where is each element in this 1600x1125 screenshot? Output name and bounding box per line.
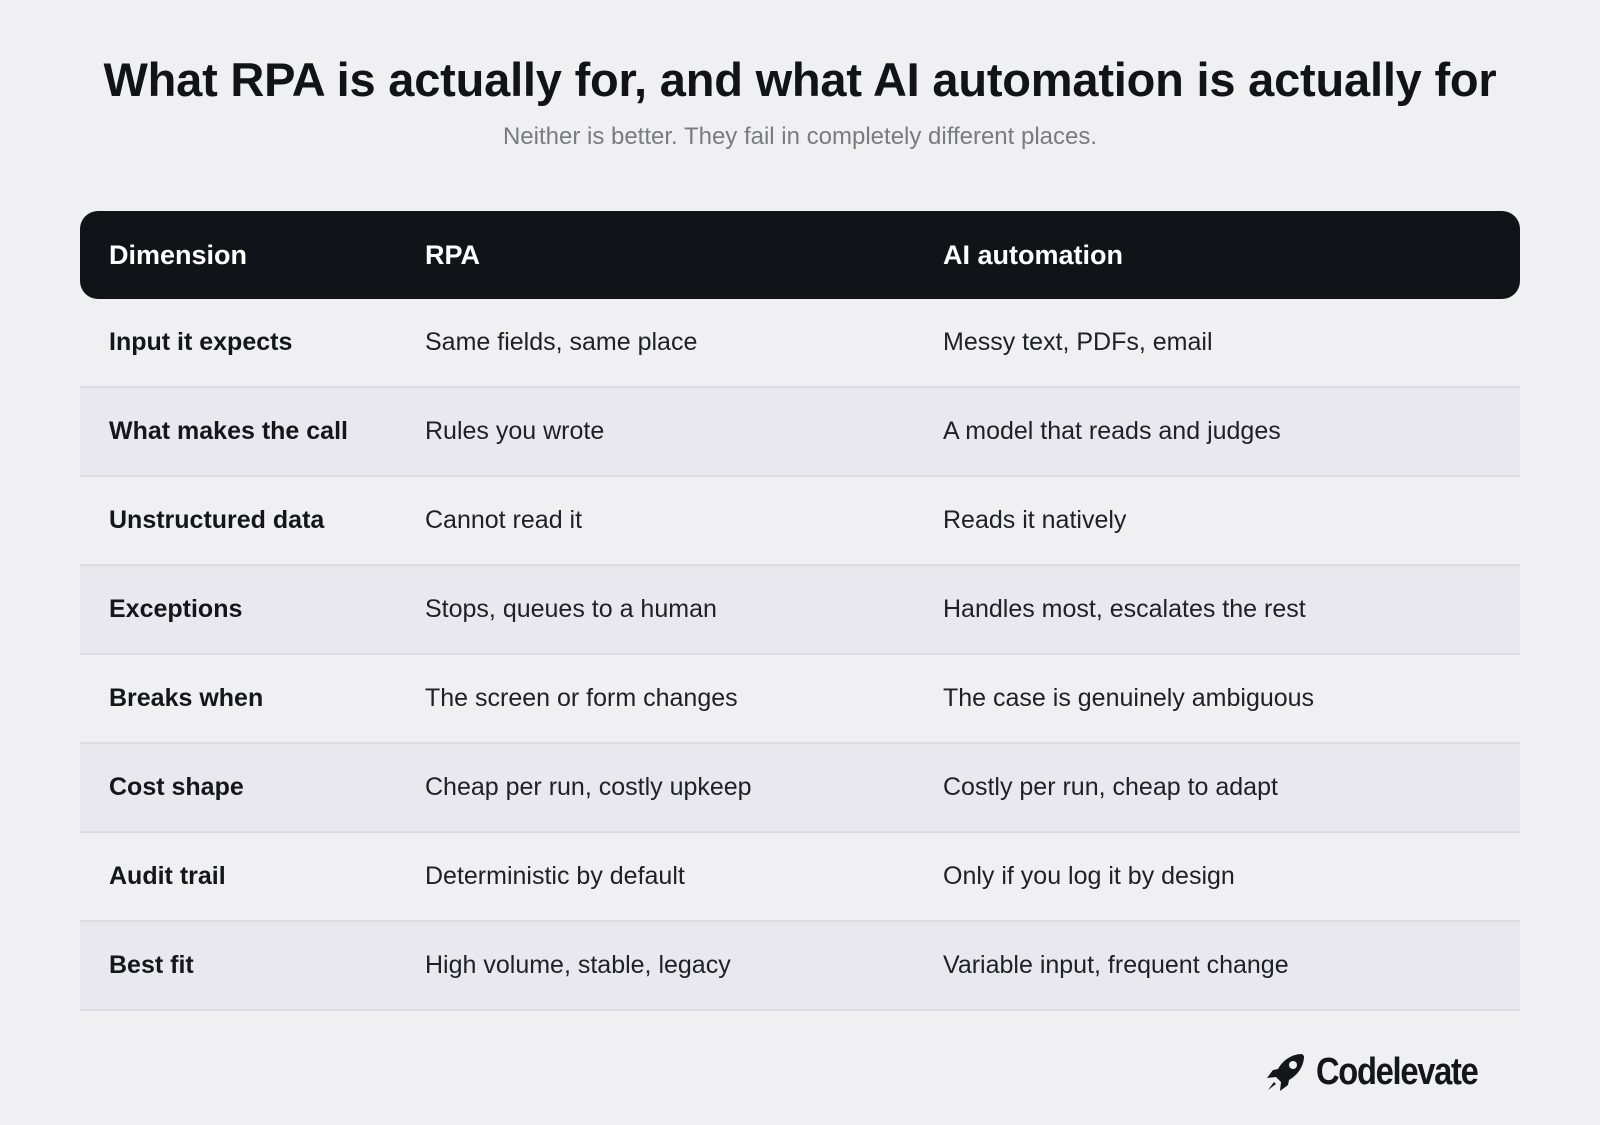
ai-automation-cell: Variable input, frequent change	[943, 951, 1289, 979]
table-row: Audit trail Deterministic by default Onl…	[80, 833, 1520, 922]
brand-logo: Codelevate	[1264, 1050, 1520, 1094]
table-row: Exceptions Stops, queues to a human Hand…	[80, 566, 1520, 655]
table-header: Dimension RPA AI automation	[80, 211, 1520, 299]
dimension-cell: Input it expects	[109, 328, 293, 356]
dimension-cell: Exceptions	[109, 595, 243, 623]
table-row: Input it expects Same fields, same place…	[80, 299, 1520, 388]
rocket-logo-icon	[1267, 1054, 1304, 1091]
table-row: Breaks when The screen or form changes T…	[80, 655, 1520, 744]
rpa-cell: High volume, stable, legacy	[425, 951, 731, 979]
comparison-table: Dimension RPA AI automation Input it exp…	[80, 211, 1520, 1011]
rpa-cell: Cannot read it	[425, 506, 583, 534]
ai-automation-cell: Handles most, escalates the rest	[943, 595, 1306, 623]
dimension-cell: Best fit	[109, 951, 194, 979]
brand-name: Codelevate	[1316, 1050, 1479, 1093]
table-row: Best fit High volume, stable, legacy Var…	[80, 922, 1520, 1011]
page-subtitle: Neither is better. They fail in complete…	[502, 123, 1098, 150]
table-row: Unstructured data Cannot read it Reads i…	[80, 477, 1520, 566]
column-header-rpa: RPA	[425, 239, 481, 270]
dimension-cell: Audit trail	[109, 862, 226, 890]
column-header-ai-automation: AI automation	[943, 239, 1123, 270]
column-header-dimension: Dimension	[109, 239, 248, 270]
ai-automation-cell: A model that reads and judges	[943, 417, 1281, 445]
rpa-cell: Stops, queues to a human	[425, 595, 717, 623]
rpa-cell: Rules you wrote	[425, 417, 605, 445]
ai-automation-cell: Messy text, PDFs, email	[943, 328, 1213, 356]
rpa-cell: Deterministic by default	[425, 862, 685, 890]
ai-automation-cell: Only if you log it by design	[943, 862, 1235, 890]
rpa-cell: Cheap per run, costly upkeep	[425, 773, 752, 801]
dimension-cell: Unstructured data	[109, 506, 325, 534]
ai-automation-cell: Reads it natively	[943, 506, 1127, 534]
dimension-cell: Breaks when	[109, 684, 264, 712]
rpa-cell: The screen or form changes	[425, 684, 738, 712]
ai-automation-cell: The case is genuinely ambiguous	[943, 684, 1315, 712]
page-title: What RPA is actually for, and what AI au…	[103, 53, 1497, 106]
dimension-cell: Cost shape	[109, 773, 244, 801]
table-row: What makes the call Rules you wrote A mo…	[80, 388, 1520, 477]
table-row: Cost shape Cheap per run, costly upkeep …	[80, 744, 1520, 833]
ai-automation-cell: Costly per run, cheap to adapt	[943, 773, 1278, 801]
dimension-cell: What makes the call	[109, 417, 348, 445]
rpa-cell: Same fields, same place	[425, 328, 698, 356]
